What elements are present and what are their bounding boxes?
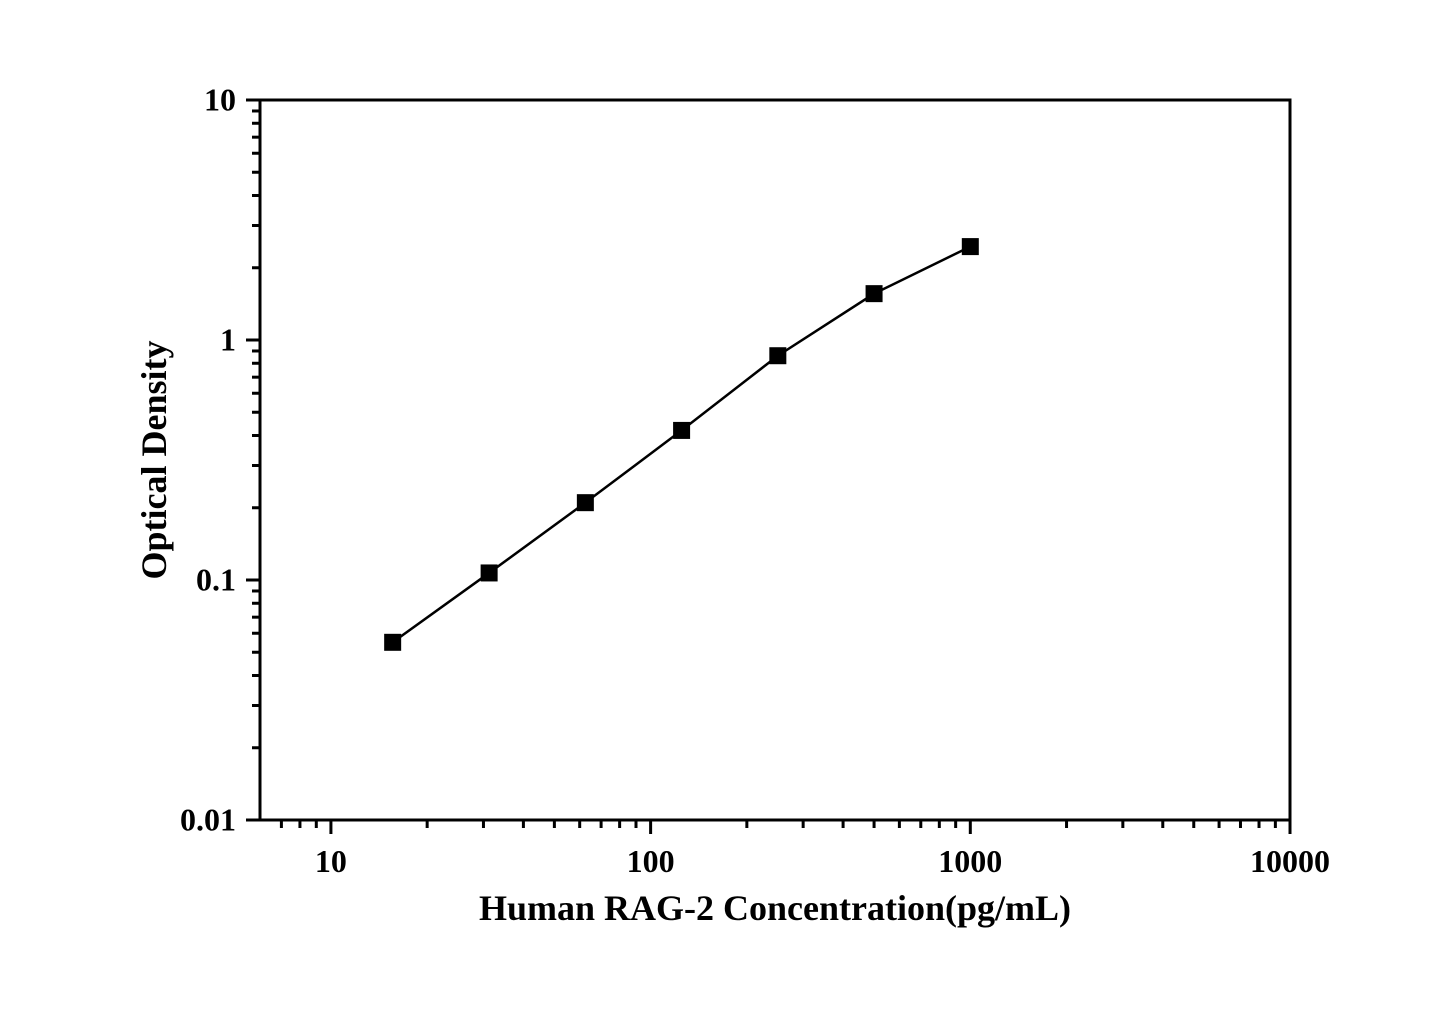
y-axis-label: Optical Density [134,341,174,580]
data-marker [577,495,593,511]
data-marker [866,286,882,302]
chart-svg: 10 100 1000 10000 0.01 0.1 1 10 Human RAG-2 Conc… [0,0,1445,1009]
y-tick-label: 0.01 [180,802,236,838]
y-tick-label: 0.1 [196,562,236,598]
data-marker [481,565,497,581]
x-tick-label: 10000 [1250,843,1330,879]
data-marker [770,348,786,364]
data-marker [385,634,401,650]
y-tick-label: 1 [220,322,236,358]
data-marker [674,422,690,438]
x-axis-label: Human RAG-2 Concentration(pg/mL) [479,888,1071,928]
x-tick-label: 10 [315,843,347,879]
y-tick-label: 10 [204,82,236,118]
chart-container: 10 100 1000 10000 0.01 0.1 1 10 Human RAG-2 Conc… [0,0,1445,1009]
x-tick-label: 1000 [938,843,1002,879]
x-tick-label: 100 [627,843,675,879]
data-marker [962,239,978,255]
